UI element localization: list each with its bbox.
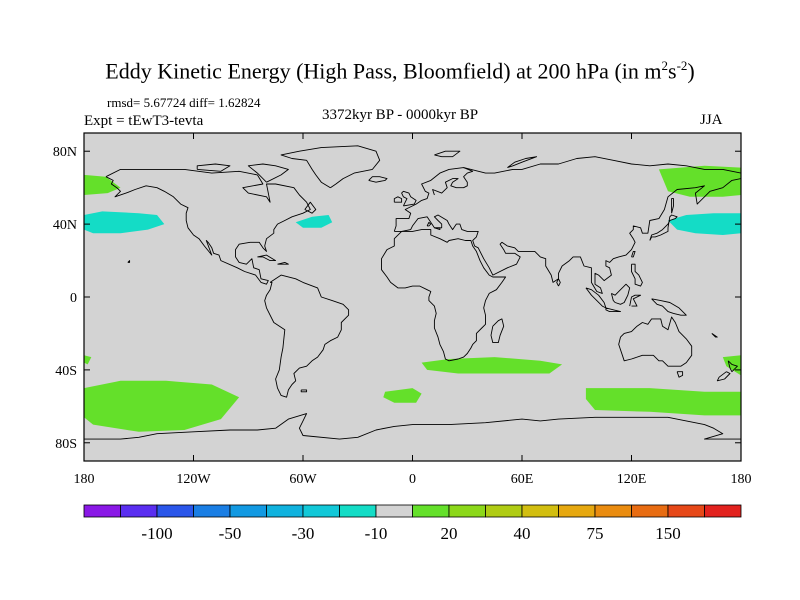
colorbar-label-7: 150 [655,524,681,543]
coastline-baffin [247,163,289,183]
colorbar-swatch-4 [229,504,267,518]
colorbar-label-5: 40 [514,524,531,543]
coastline-sri-lanka [556,278,561,287]
x-tick-label-2: 60W [289,472,317,487]
region-north-pacific-east-negative [668,213,741,235]
colorbar-swatch-8 [375,504,413,518]
coastlines [84,145,741,440]
coastline-taiwan [631,250,636,258]
colorbar-swatch-3 [193,504,231,518]
colorbar-label-1: -50 [219,524,242,543]
x-axis: 180 120W 60W 0 60E 120E 180 [74,133,752,487]
colorbar-swatch-1 [120,504,158,518]
region-dateline-west-positive [84,355,92,365]
region-alaska-positive [84,174,121,195]
coastline-cuba [257,254,277,262]
colorbar-label-2: -30 [292,524,315,543]
coastline-italy-sicily [434,227,441,231]
coastline-japan [649,214,678,241]
coastline-hawaii [127,260,131,263]
colorbar-swatch-11 [485,504,523,518]
region-south-atlantic-positive [383,388,422,403]
experiment-label: Expt = tEwT3-tevta [84,113,204,129]
coastline-new-zealand-south [716,371,731,382]
anomaly-regions [84,165,741,432]
coastline-philippines [631,263,643,287]
coastline-tasmania [676,371,684,378]
coastline-iceland [368,176,388,183]
coastline-scandinavia [432,167,474,196]
coastline-antarctica [84,413,741,440]
coastline-sardinia [426,221,432,227]
x-tick-label-4: 60E [511,472,534,487]
coastline-eurasia [393,156,741,294]
y-tick-label-0: 80N [53,145,77,160]
coastline-newfoundland [304,201,317,214]
region-south-australia-positive [585,388,741,416]
colorbar-swatch-16 [667,504,705,518]
x-tick-label-5: 120E [617,472,647,487]
colorbar-swatch-10 [448,504,486,518]
y-tick-label-3: 40S [55,364,77,379]
region-south-pacific-positive [84,380,240,432]
colorbar-swatch-7 [339,504,377,518]
title-text: Eddy Kinetic Energy (High Pass, Bloomfie… [105,58,662,84]
title-superscript-2: 2 [661,58,669,73]
colorbar-swatch-14 [594,504,632,518]
coastline-hispaniola [277,261,289,265]
colorbar-label-4: 20 [441,524,458,543]
coastline-novaya-zemlya [507,156,538,169]
colorbar-swatch-5 [266,504,304,518]
coastline-africa [381,229,507,362]
coastline-java [605,307,621,313]
coastline-svalbard [434,150,461,158]
coastline-falklands [300,389,308,393]
coastline-madagascar [490,318,505,344]
coastline-sakhalin [671,198,674,214]
region-south-indian-positive [421,357,563,374]
region-north-atlantic-negative [295,215,333,228]
period-label: 3372kyr BP - 0000kyr BP [321,107,479,123]
coastline-uk [401,190,417,207]
coastline-victoria-island [196,163,231,172]
region-north-pacific-west-negative [84,211,165,234]
chart-title: Eddy Kinetic Energy (High Pass, Bloomfie… [0,58,800,84]
stats-label: rmsd= 5.67724 diff= 1.62824 [107,95,261,110]
coastline-new-zealand-north [727,360,738,373]
coastline-ireland [393,196,403,203]
colorbar: -100 -50 -30 -10 20 40 75 150 [83,504,742,543]
colorbar-label-0: -100 [141,524,172,543]
y-axis: 80N 40N 0 40S 80S [53,145,741,452]
colorbar-swatch-2 [156,504,194,518]
y-tick-label-2: 0 [70,291,77,306]
title-close-paren: ) [687,58,695,84]
x-tick-label-0: 180 [74,472,95,487]
colorbar-swatch-6 [302,504,340,518]
coastline-greenland [280,145,381,189]
colorbar-swatch-9 [412,504,450,518]
y-tick-label-1: 40N [53,218,77,233]
colorbar-swatch-15 [631,504,669,518]
coastline-new-guinea [651,298,687,316]
colorbar-swatch-17 [704,504,742,518]
coastline-new-caledonia [711,333,718,338]
colorbar-swatch-12 [521,504,559,518]
title-unit-s: s [668,58,677,84]
coastline-australia [618,316,693,367]
title-superscript-minus-2: -2 [676,58,688,73]
coastline-north-america [105,168,311,285]
coastline-borneo [610,283,631,305]
coastline-sulawesi [629,294,642,307]
x-tick-label-1: 120W [176,472,211,487]
x-tick-label-3: 0 [409,472,416,487]
colorbar-label-6: 75 [587,524,604,543]
coastline-south-america [264,274,350,398]
x-tick-label-6: 180 [731,472,752,487]
y-tick-label-4: 80S [55,437,77,452]
colorbar-swatch-13 [558,504,596,518]
season-label: JJA [700,112,723,128]
colorbar-swatch-0 [83,504,121,518]
colorbar-label-3: -10 [365,524,388,543]
